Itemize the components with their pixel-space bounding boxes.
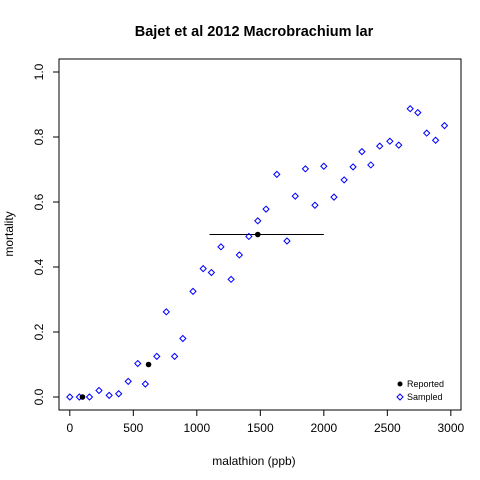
legend-sampled-marker: [396, 393, 404, 401]
reported-series: [79, 231, 261, 400]
sampled-point: [273, 170, 281, 179]
legend: Reported Sampled: [396, 379, 444, 402]
sampled-point: [301, 165, 310, 173]
sampled-point: [414, 108, 422, 117]
sampled-point: [217, 243, 225, 251]
y-tick-label: 0.8: [32, 128, 46, 145]
sampled-point: [406, 105, 414, 113]
sampled-point: [291, 192, 299, 200]
x-tick-label: 1500: [247, 421, 274, 435]
y-tick-label: 1.0: [32, 63, 46, 80]
sampled-point: [124, 377, 132, 386]
sampled-point: [320, 162, 328, 170]
sampled-point: [85, 393, 94, 401]
y-tick-label: 0.4: [32, 258, 46, 275]
x-axis: 0 500 1000 1500 2000 2500 3000: [66, 410, 465, 435]
sampled-point: [386, 137, 394, 145]
sampled-point: [235, 251, 244, 259]
reported-point: [145, 361, 152, 368]
x-tick-label: 1000: [183, 421, 210, 435]
sampled-point: [422, 129, 431, 137]
x-tick-label: 500: [123, 421, 143, 435]
reported-point: [254, 231, 261, 238]
chart-title: Bajet et al 2012 Macrobrachium lar: [135, 24, 374, 40]
sampled-point: [358, 147, 366, 156]
x-tick-label: 2000: [310, 421, 337, 435]
sampled-point: [162, 308, 171, 316]
sampled-point: [330, 193, 338, 201]
sampled-point: [95, 386, 103, 395]
sampled-point: [283, 237, 291, 245]
y-axis-label: mortality: [2, 211, 16, 256]
y-tick-label: 0.0: [32, 388, 46, 405]
sampled-point: [170, 352, 179, 361]
sampled-point: [440, 121, 449, 130]
x-tick-label: 3000: [437, 421, 464, 435]
sampled-point: [367, 161, 375, 169]
x-axis-label: malathion (ppb): [212, 454, 295, 468]
y-tick-label: 0.2: [32, 323, 46, 340]
sampled-point: [376, 142, 384, 150]
sampled-point: [431, 136, 440, 144]
sampled-point: [179, 334, 187, 343]
sampled-point: [245, 232, 253, 241]
sampled-point: [114, 390, 123, 398]
sampled-point: [340, 176, 348, 184]
sampled-point: [311, 201, 319, 209]
sampled-point: [199, 264, 207, 273]
x-tick-label: 2500: [374, 421, 401, 435]
sampled-point: [189, 287, 197, 296]
legend-sampled-label: Sampled: [407, 392, 443, 402]
sampled-point: [153, 352, 161, 361]
sampled-point: [227, 275, 235, 284]
legend-reported-label: Reported: [407, 379, 444, 389]
x-tick-label: 0: [66, 421, 73, 435]
sampled-point: [254, 217, 262, 225]
sampled-point: [105, 391, 113, 400]
sampled-point: [134, 359, 142, 368]
sampled-point: [207, 268, 216, 277]
y-axis: 0.0 0.2 0.4 0.6 0.8 1.0: [32, 63, 59, 405]
reported-point: [79, 394, 86, 400]
sampled-point: [395, 141, 403, 149]
sampled-point: [66, 393, 74, 401]
legend-reported-marker: [397, 381, 403, 387]
sampled-point: [262, 205, 270, 213]
y-tick-label: 0.6: [32, 193, 46, 210]
sampled-point: [141, 380, 150, 388]
sampled-point: [349, 163, 357, 171]
sampled-series: [66, 105, 449, 401]
